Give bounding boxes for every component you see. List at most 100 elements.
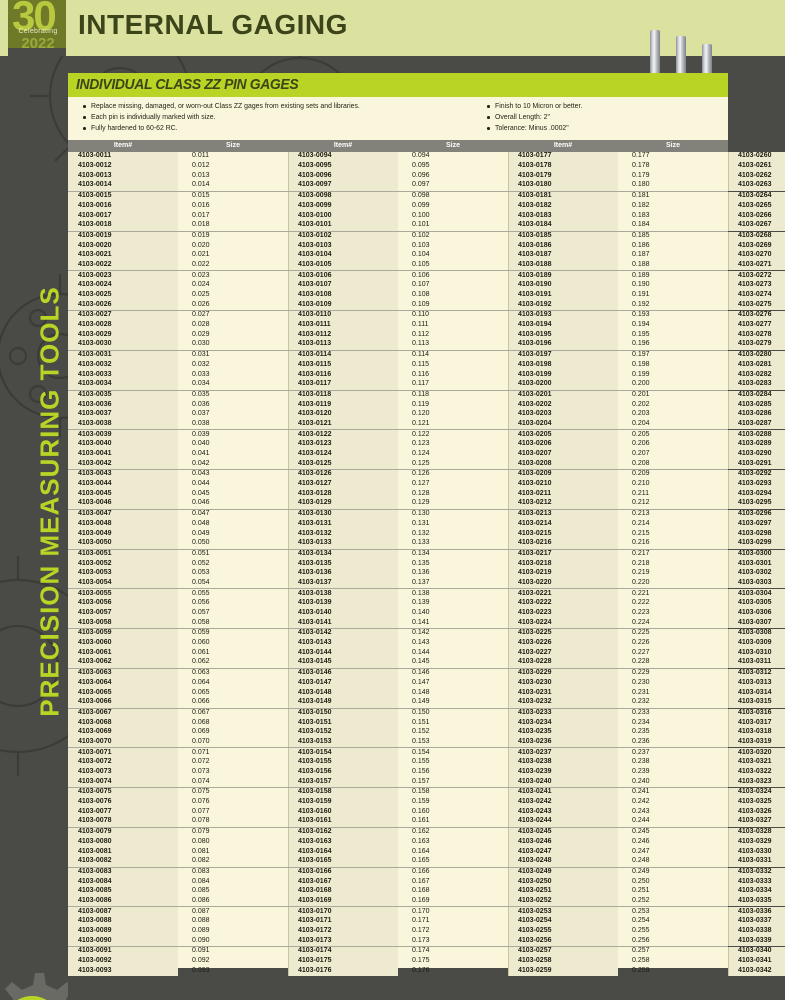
cell-item-number: 4103-0152 xyxy=(298,728,332,736)
table-row: 4103-0074 0.074 4103-0157 0.157 4103-0240 0.2… xyxy=(68,777,785,788)
cell-item-number: 4103-0333 xyxy=(738,877,772,885)
feature-bullet: Finish to 10 Micron or better. xyxy=(486,101,716,112)
cell-size-value: 0.075 xyxy=(192,788,210,796)
cell-item-number: 4103-0082 xyxy=(78,857,112,865)
cell-size-value: 0.086 xyxy=(192,896,210,904)
cell-size-value: 0.013 xyxy=(192,171,210,179)
cell-item-number: 4103-0078 xyxy=(78,817,112,825)
cell-item-number: 4103-0299 xyxy=(738,539,772,547)
cell-size-value: 0.153 xyxy=(412,737,430,745)
cell-item-number: 4103-0016 xyxy=(78,201,112,209)
cell-size-value: 0.113 xyxy=(412,340,429,348)
cell-size-value: 0.213 xyxy=(632,510,650,518)
cell-item-number: 4103-0320 xyxy=(738,748,772,756)
table-row: 4103-0079 0.079 4103-0162 0.162 4103-0245 0.2… xyxy=(68,827,785,838)
cell-size-value: 0.091 xyxy=(192,947,210,955)
cell-size-value: 0.073 xyxy=(192,768,210,776)
cell-item-number: 4103-0258 xyxy=(518,957,552,965)
page-title: INTERNAL GAGING xyxy=(78,9,348,40)
cell-item-number: 4103-0047 xyxy=(78,510,112,518)
cell-item-number: 4103-0098 xyxy=(298,192,332,200)
cell-item-number: 4103-0026 xyxy=(78,300,112,308)
table-row: 4103-0013 0.013 4103-0096 0.096 4103-0179 0.1… xyxy=(68,171,785,182)
cell-item-number: 4103-0240 xyxy=(518,777,552,785)
cell-size-value: 0.210 xyxy=(632,480,650,488)
cell-size-value: 0.031 xyxy=(192,351,210,359)
cell-item-number: 4103-0038 xyxy=(78,419,112,427)
cell-item-number: 4103-0326 xyxy=(738,807,772,815)
cell-item-number: 4103-0068 xyxy=(78,718,112,726)
cell-item-number: 4103-0025 xyxy=(78,291,112,299)
logo-celebrating-label: Celebrating xyxy=(18,28,58,35)
cell-item-number: 4103-0267 xyxy=(738,221,772,229)
cell-size-value: 0.106 xyxy=(412,271,430,279)
cell-size-value: 0.065 xyxy=(192,688,210,696)
cell-size-value: 0.092 xyxy=(192,957,210,965)
cell-size-value: 0.068 xyxy=(192,718,210,726)
cell-item-number: 4103-0206 xyxy=(518,440,552,448)
cell-item-number: 4103-0013 xyxy=(78,171,112,179)
table-row: 4103-0062 0.062 4103-0145 0.145 4103-0228 0.2… xyxy=(68,658,785,669)
cell-size-value: 0.072 xyxy=(192,758,210,766)
table-row: 4103-0084 0.084 4103-0167 0.167 4103-0250 0.2… xyxy=(68,877,785,887)
cell-item-number: 4103-0023 xyxy=(78,271,112,279)
cell-item-number: 4103-0221 xyxy=(518,589,552,597)
cell-size-value: 0.090 xyxy=(192,936,210,944)
cell-size-value: 0.136 xyxy=(412,569,430,577)
cell-item-number: 4103-0284 xyxy=(738,390,772,398)
table-row: 4103-0012 0.012 4103-0095 0.095 4103-0178 0.1… xyxy=(68,161,785,172)
cell-size-value: 0.132 xyxy=(412,529,430,537)
cell-item-number: 4103-0099 xyxy=(298,201,332,209)
cell-item-number: 4103-0239 xyxy=(518,768,552,776)
cell-size-value: 0.157 xyxy=(412,777,430,785)
cell-item-number: 4103-0088 xyxy=(78,917,112,925)
cell-size-value: 0.173 xyxy=(412,936,430,944)
cell-size-value: 0.069 xyxy=(192,728,210,736)
cell-size-value: 0.036 xyxy=(192,400,210,408)
cell-size-value: 0.117 xyxy=(412,380,429,388)
table-row: 4103-0033 0.033 4103-0116 0.116 4103-0199 0.1… xyxy=(68,370,785,380)
cell-item-number: 4103-0101 xyxy=(298,221,332,229)
cell-size-value: 0.180 xyxy=(632,181,650,189)
cell-item-number: 4103-0242 xyxy=(518,798,552,806)
cell-item-number: 4103-0315 xyxy=(738,698,772,706)
cell-size-value: 0.186 xyxy=(632,241,650,249)
cell-size-value: 0.225 xyxy=(632,629,650,637)
cell-size-value: 0.039 xyxy=(192,430,210,438)
table-row: 4103-0042 0.042 4103-0125 0.125 4103-0208 0.2… xyxy=(68,459,785,470)
cell-item-number: 4103-0184 xyxy=(518,221,552,229)
cell-size-value: 0.034 xyxy=(192,380,210,388)
cell-item-number: 4103-0071 xyxy=(78,748,112,756)
table-row: 4103-0022 0.022 4103-0105 0.105 4103-0188 0.1… xyxy=(68,260,785,272)
cell-item-number: 4103-0324 xyxy=(738,788,772,796)
cell-item-number: 4103-0050 xyxy=(78,539,112,547)
cell-size-value: 0.193 xyxy=(632,311,650,319)
table-row: 4103-0025 0.025 4103-0108 0.108 4103-0191 0.1… xyxy=(68,290,785,301)
table-row: 4103-0082 0.082 4103-0165 0.165 4103-0248 0.2… xyxy=(68,856,785,868)
cell-item-number: 4103-0216 xyxy=(518,539,552,547)
cell-item-number: 4103-0090 xyxy=(78,936,112,944)
cell-item-number: 4103-0263 xyxy=(738,181,772,189)
cell-item-number: 4103-0049 xyxy=(78,529,112,537)
cell-size-value: 0.206 xyxy=(632,440,650,448)
cell-item-number: 4103-0342 xyxy=(738,966,772,974)
cell-item-number: 4103-0144 xyxy=(298,648,332,656)
cell-item-number: 4103-0321 xyxy=(738,758,772,766)
cell-size-value: 0.181 xyxy=(632,192,650,200)
cell-size-value: 0.123 xyxy=(412,440,430,448)
cell-size-value: 0.231 xyxy=(632,688,650,696)
cell-item-number: 4103-0210 xyxy=(518,480,552,488)
table-row: 4103-0064 0.064 4103-0147 0.147 4103-0230 0.2… xyxy=(68,678,785,689)
cell-item-number: 4103-0233 xyxy=(518,708,552,716)
cell-size-value: 0.226 xyxy=(632,639,650,647)
cell-item-number: 4103-0249 xyxy=(518,867,552,875)
table-row: 4103-0051 0.051 4103-0134 0.134 4103-0217 0.2… xyxy=(68,549,785,560)
cell-item-number: 4103-0011 xyxy=(78,152,112,160)
cell-item-number: 4103-0107 xyxy=(298,281,332,289)
cell-item-number: 4103-0245 xyxy=(518,828,552,836)
cell-item-number: 4103-0035 xyxy=(78,390,112,398)
cell-size-value: 0.196 xyxy=(632,340,650,348)
cell-item-number: 4103-0061 xyxy=(78,648,112,656)
cell-size-value: 0.148 xyxy=(412,688,430,696)
cell-size-value: 0.021 xyxy=(192,251,210,259)
